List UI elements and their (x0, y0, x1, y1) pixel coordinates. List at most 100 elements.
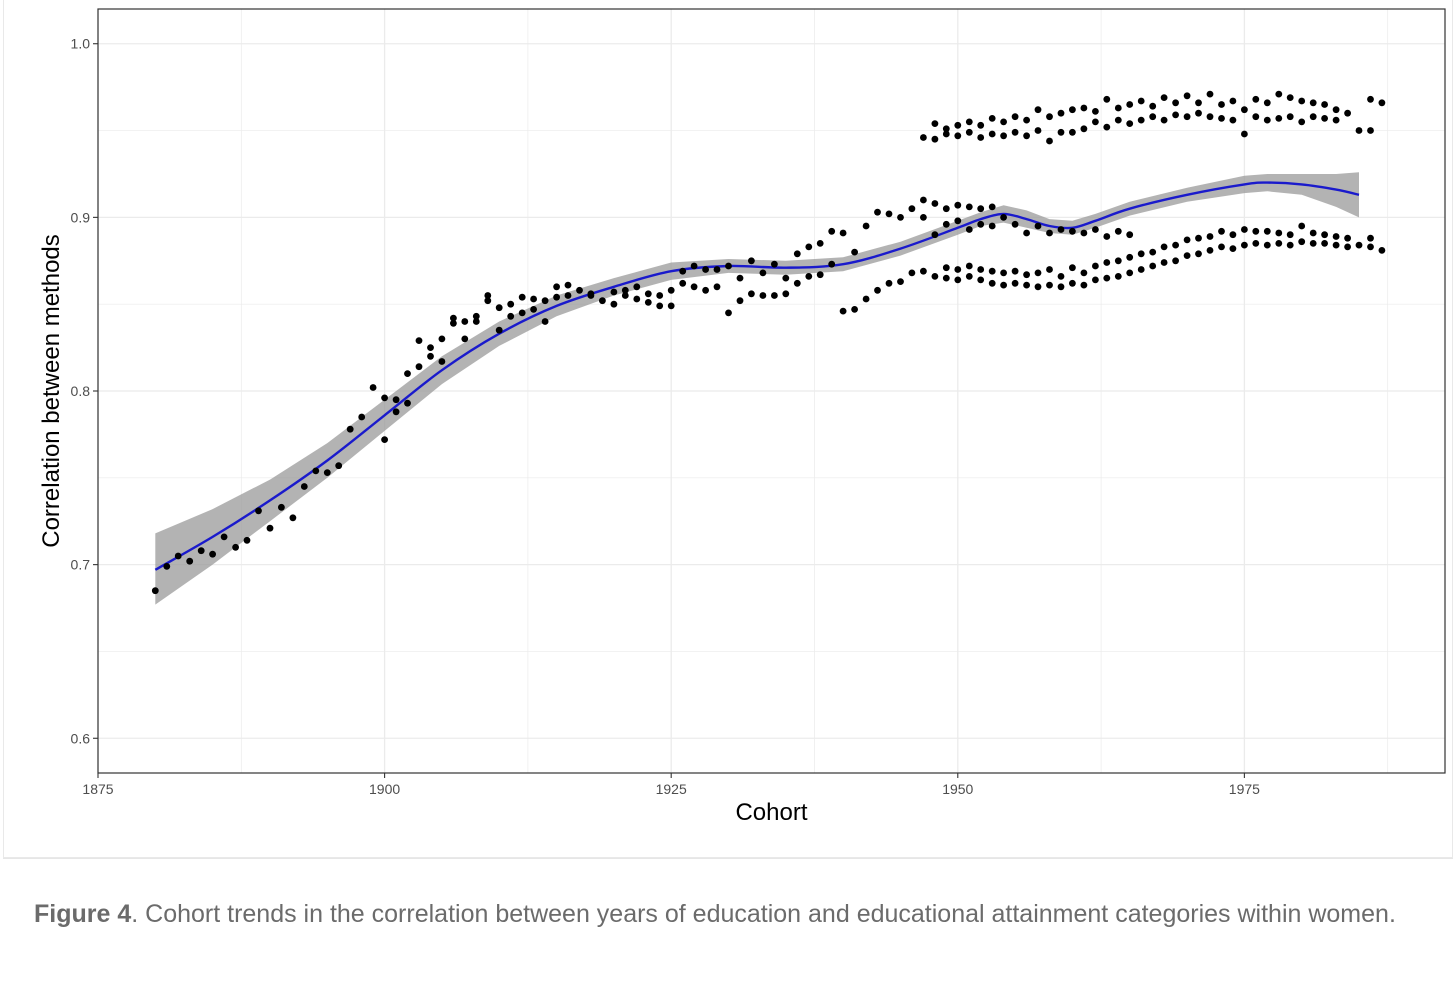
data-point (633, 283, 640, 290)
data-point (1023, 282, 1030, 289)
data-point (1241, 226, 1248, 233)
data-point (1012, 113, 1019, 120)
data-point (954, 202, 961, 209)
data-point (553, 283, 560, 290)
data-point (1230, 117, 1237, 124)
caption-divider (3, 858, 1453, 859)
data-point (966, 119, 973, 126)
data-point (1333, 242, 1340, 249)
data-point (1058, 273, 1065, 280)
data-point (1035, 106, 1042, 113)
data-point (977, 134, 984, 141)
data-point (267, 525, 274, 532)
data-point (943, 264, 950, 271)
data-point (1298, 238, 1305, 245)
data-point (542, 297, 549, 304)
data-point (966, 263, 973, 270)
data-point (1138, 250, 1145, 257)
data-point (691, 263, 698, 270)
data-point (943, 205, 950, 212)
data-point (427, 344, 434, 351)
data-point (633, 296, 640, 303)
data-point (221, 534, 228, 541)
data-point (358, 414, 365, 421)
data-point (507, 301, 514, 308)
data-point (1310, 99, 1317, 106)
data-point (404, 400, 411, 407)
data-point (668, 303, 675, 310)
data-point (496, 304, 503, 311)
data-point (1161, 117, 1168, 124)
data-point (576, 287, 583, 294)
data-point (611, 289, 618, 296)
data-point (1321, 240, 1328, 247)
data-point (553, 294, 560, 301)
data-point (1230, 231, 1237, 238)
data-point (1161, 244, 1168, 251)
data-point (932, 136, 939, 143)
data-point (1023, 117, 1030, 124)
data-point (943, 275, 950, 282)
data-point (496, 327, 503, 334)
data-point (782, 275, 789, 282)
data-point (565, 292, 572, 299)
data-point (1344, 235, 1351, 242)
data-point (1081, 125, 1088, 132)
data-point (1344, 110, 1351, 117)
data-point (1000, 270, 1007, 277)
data-point (416, 337, 423, 344)
data-point (1081, 270, 1088, 277)
data-point (1023, 271, 1030, 278)
data-point (943, 221, 950, 228)
data-point (1333, 106, 1340, 113)
data-point (702, 287, 709, 294)
data-point (1184, 113, 1191, 120)
data-point (1081, 282, 1088, 289)
data-point (1092, 263, 1099, 270)
data-point (393, 396, 400, 403)
data-point (324, 469, 331, 476)
data-point (1138, 266, 1145, 273)
data-point (1344, 244, 1351, 251)
data-point (232, 544, 239, 551)
data-point (782, 290, 789, 297)
data-point (714, 266, 721, 273)
data-point (1138, 98, 1145, 105)
data-point (1367, 244, 1374, 251)
smooth-line-layer (155, 183, 1359, 570)
data-point (954, 132, 961, 139)
data-point (851, 249, 858, 256)
data-point (1126, 270, 1133, 277)
data-point (828, 228, 835, 235)
data-point (1012, 221, 1019, 228)
data-point (1184, 252, 1191, 259)
data-point (1126, 254, 1133, 261)
data-point (1218, 101, 1225, 108)
data-point (163, 563, 170, 570)
data-point (1333, 117, 1340, 124)
y-axis-title: Correlation between methods (38, 234, 65, 548)
data-point (828, 261, 835, 268)
data-point (1035, 270, 1042, 277)
y-tick-label: 0.6 (71, 730, 91, 746)
data-point (1310, 230, 1317, 237)
data-point (863, 223, 870, 230)
data-point (1321, 231, 1328, 238)
data-point (989, 115, 996, 122)
data-point (714, 283, 721, 290)
data-point (977, 205, 984, 212)
data-point (1241, 131, 1248, 138)
data-point (622, 292, 629, 299)
data-point (1275, 240, 1282, 247)
smooth-line (155, 183, 1359, 570)
data-point (1126, 101, 1133, 108)
data-point (645, 290, 652, 297)
data-point (1012, 280, 1019, 287)
figure-frame: 1875 1900 1925 1950 1975 0.6 0.7 0.8 0.9 1.0 Coho… (3, 0, 1453, 858)
data-point (588, 290, 595, 297)
data-point (1367, 96, 1374, 103)
data-point (748, 257, 755, 264)
data-point (1184, 92, 1191, 99)
data-point (748, 290, 755, 297)
data-point (760, 292, 767, 299)
